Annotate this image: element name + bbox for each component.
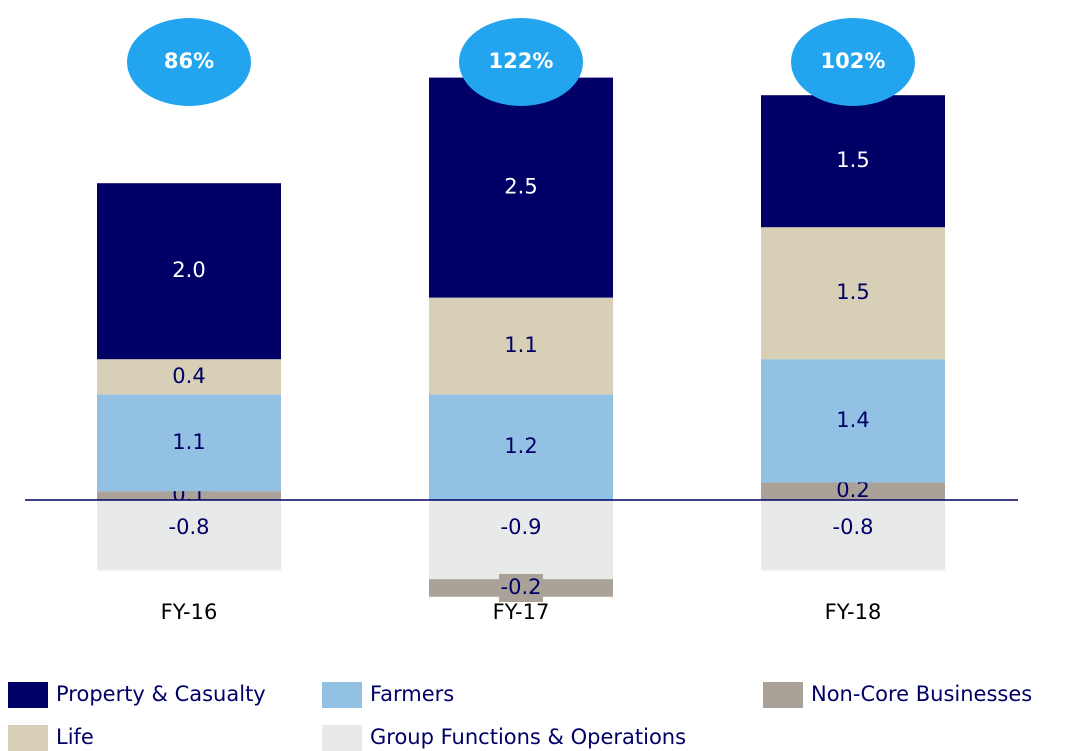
bar-segment — [761, 227, 945, 360]
legend-label: Non-Core Businesses — [811, 682, 1032, 706]
legend-swatch — [8, 682, 48, 708]
legend-swatch — [8, 725, 48, 751]
value-label: -0.8 — [833, 515, 874, 539]
ratio-bubble — [127, 18, 251, 106]
total-label: 3.7 — [504, 137, 537, 161]
value-label: 1.1 — [504, 333, 537, 357]
value-label: 1.1 — [172, 430, 205, 454]
value-label: 1.4 — [836, 408, 869, 432]
ratio-label: 122% — [489, 49, 554, 73]
value-label: 1.2 — [504, 434, 537, 458]
ratio-label: 102% — [821, 49, 886, 73]
legend-label: Farmers — [370, 682, 454, 706]
legend-label: Property & Casualty — [56, 682, 266, 706]
label-box — [499, 574, 543, 602]
total-label: 2.8 — [172, 217, 205, 241]
bar-segment — [429, 77, 613, 298]
bar-segment — [429, 500, 613, 580]
value-label: 2.0 — [172, 258, 205, 282]
bar-segment — [97, 500, 281, 571]
value-label: -0.9 — [501, 515, 542, 539]
value-label: -0.2 — [501, 575, 542, 599]
x-tick-label: FY-16 — [161, 600, 218, 624]
ratio-label: 86% — [164, 49, 214, 73]
x-tick-label: FY-17 — [493, 600, 550, 624]
bar-segment — [429, 394, 613, 500]
ratio-bubble — [791, 18, 915, 106]
bar-segment — [761, 95, 945, 228]
legend-label: Group Functions & Operations — [370, 725, 686, 749]
bar-segment — [97, 359, 281, 395]
value-label: 1.5 — [836, 148, 869, 172]
legend-swatch — [322, 725, 362, 751]
legend-swatch — [763, 682, 803, 708]
bar-segment — [761, 359, 945, 483]
bar-segment — [429, 297, 613, 395]
x-tick-label: FY-18 — [825, 600, 882, 624]
bar-segment — [97, 183, 281, 360]
bar-segment — [97, 394, 281, 492]
legend-label: Life — [56, 725, 94, 749]
value-label: -0.8 — [169, 515, 210, 539]
value-label: 1.5 — [836, 280, 869, 304]
total-label: 3.8 — [836, 129, 869, 153]
value-label: 2.5 — [504, 175, 537, 199]
value-label: 0.4 — [172, 364, 205, 388]
legend-swatch — [322, 682, 362, 708]
bar-segment — [761, 500, 945, 571]
ratio-bubble — [459, 18, 583, 106]
